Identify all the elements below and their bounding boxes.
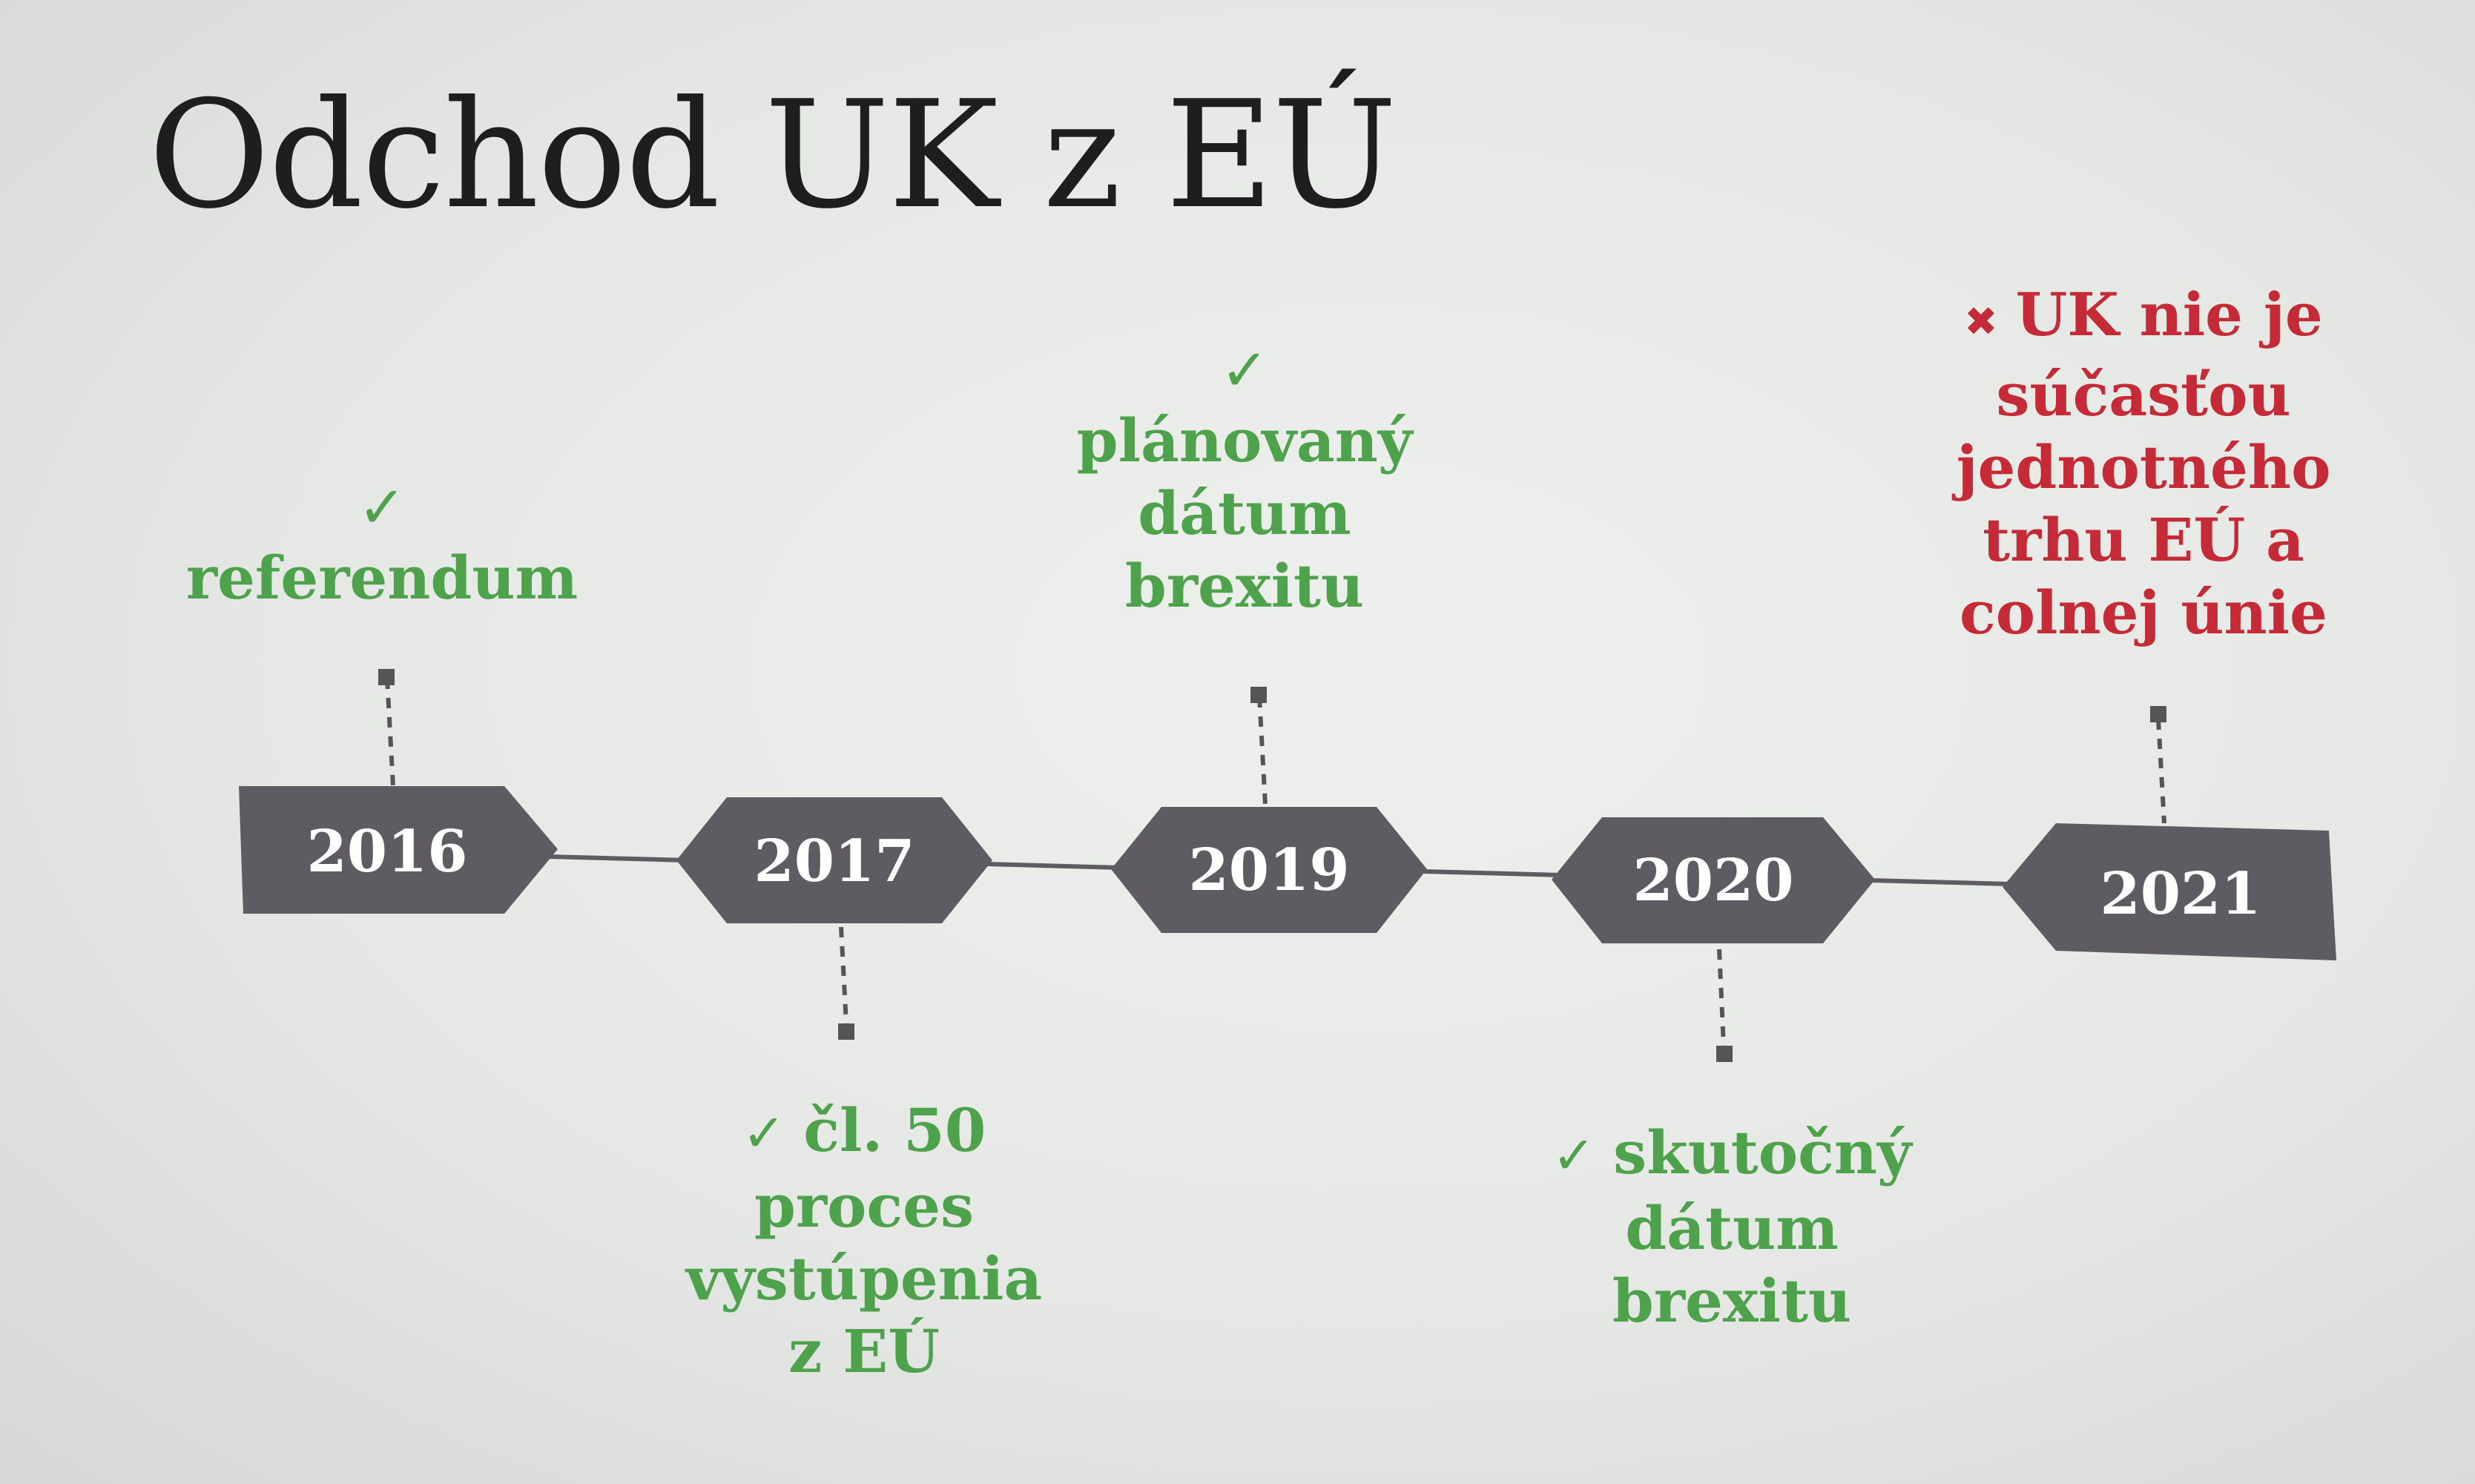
year-node-2020: 2020 <box>1552 817 1875 943</box>
event-text-line: trhu EÚ a <box>1983 505 2304 575</box>
event-text-line: z EÚ <box>788 1316 940 1386</box>
year-label-2016: 2016 <box>306 818 467 886</box>
connector-2016-2017 <box>548 854 687 863</box>
event-text-line: jednotného <box>1956 432 2331 502</box>
event-text-line: dátum <box>1138 478 1351 548</box>
event-2017: ✓ čl. 50 proces vystúpenia z EÚ <box>686 1094 1042 1388</box>
year-node-2017: 2017 <box>676 797 992 923</box>
year-node-2021: 2021 <box>2003 823 2336 960</box>
leader-2021 <box>2150 706 2166 824</box>
year-node-2016: 2016 <box>239 786 558 914</box>
slide-title: Odchod UK z EÚ <box>148 69 1397 242</box>
cross-icon: ✖ <box>1964 298 1998 345</box>
year-label-2017: 2017 <box>754 828 914 895</box>
year-node-2019: 2019 <box>1111 807 1427 933</box>
connector-2019-2020 <box>1423 869 1562 877</box>
year-label-2020: 2020 <box>1632 847 1793 914</box>
check-icon: ✓ <box>1220 337 1269 404</box>
event-2020: ✓ skutočný dátum brexitu <box>1552 1116 1912 1337</box>
event-text-line: brexitu <box>1124 551 1365 621</box>
leader-2017 <box>838 926 854 1040</box>
check-icon: ✓ <box>357 475 406 541</box>
event-text-line: colnej únie <box>1960 578 2327 647</box>
event-2016: ✓ referendum <box>186 475 578 614</box>
check-icon: ✓ <box>1552 1125 1596 1186</box>
event-2019: ✓ plánovaný dátum brexitu <box>1077 337 1413 622</box>
event-text-line: dátum <box>1625 1193 1839 1263</box>
leader-2020 <box>1716 949 1733 1062</box>
connector-2020-2021 <box>1868 878 2011 886</box>
event-2021: ✖ UK nie je súčasťou jednotného trhu EÚ a… <box>1957 278 2331 649</box>
leader-2016 <box>378 669 395 787</box>
event-text-line: ✓ čl. 50 <box>742 1095 986 1165</box>
connector-2017-2019 <box>986 862 1121 870</box>
check-icon: ✓ <box>742 1103 786 1164</box>
year-label-2019: 2019 <box>1188 837 1349 904</box>
event-text-line: ✖ UK nie je <box>1964 280 2323 349</box>
event-text-line: vystúpenia <box>685 1244 1043 1313</box>
event-text-line: brexitu <box>1612 1266 1852 1336</box>
event-text-line: súčasťou <box>1996 360 2291 429</box>
event-text-line: plánovaný <box>1076 406 1413 475</box>
year-label-2021: 2021 <box>2100 860 2261 928</box>
event-text-line: proces <box>754 1171 975 1241</box>
leader-2019 <box>1250 687 1268 805</box>
event-text-line: ✓ skutočný <box>1552 1118 1912 1187</box>
event-text-line: referendum <box>185 543 579 613</box>
